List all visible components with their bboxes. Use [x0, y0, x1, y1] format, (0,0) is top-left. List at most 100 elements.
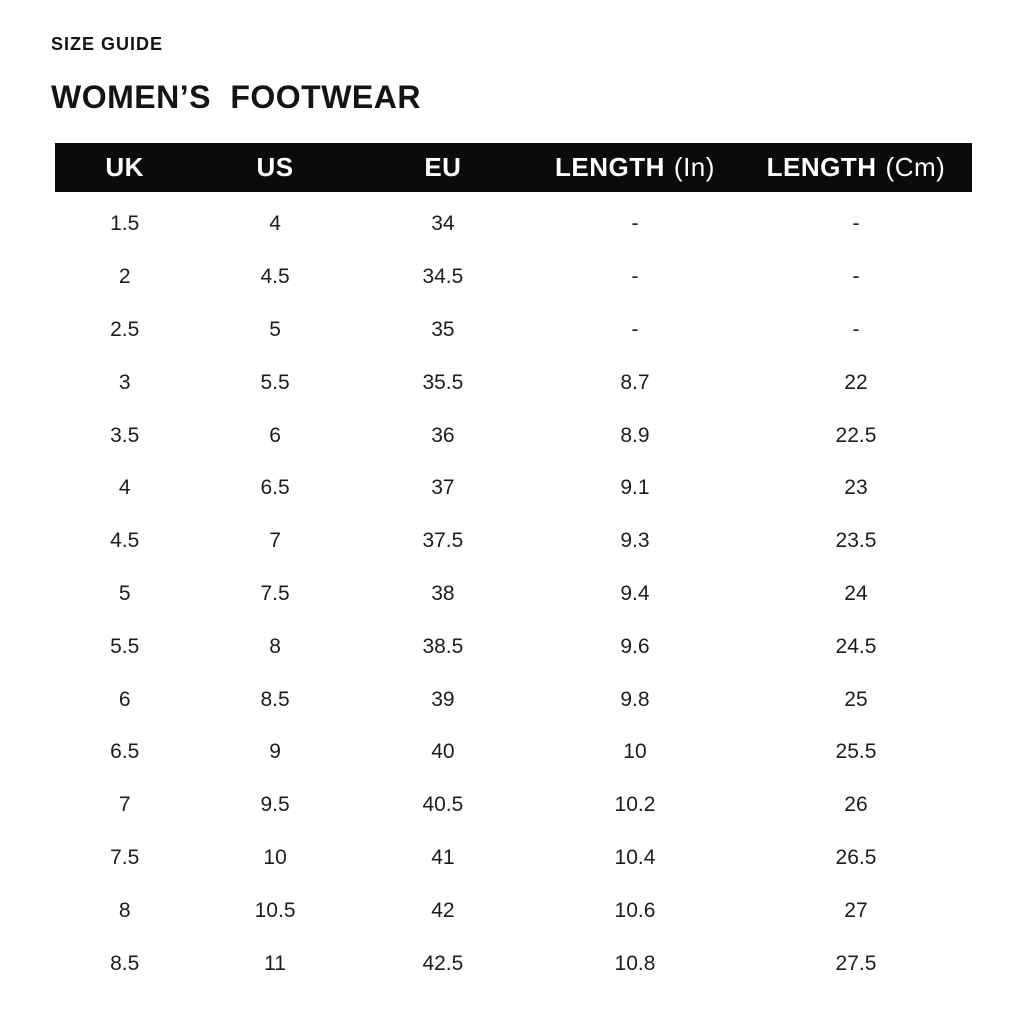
- table-cell: 5.5: [260, 370, 290, 394]
- column-header-unit: (In): [673, 152, 715, 182]
- table-cell: 2: [118, 265, 131, 289]
- table-cell: 25: [844, 687, 868, 711]
- table-cell: -: [631, 317, 639, 341]
- table-row: 6.5 9 40 10 25.5: [55, 726, 972, 779]
- table-cell: 35: [431, 317, 455, 341]
- table-cell: 9.1: [620, 476, 650, 500]
- table-cell: 27.5: [835, 951, 877, 975]
- table-cell: 26.5: [835, 845, 877, 869]
- table-row: 1.5 4 34 - -: [55, 198, 972, 251]
- column-header-label: US: [256, 152, 294, 182]
- table-cell: 36: [431, 423, 455, 447]
- table-body: 1.5 4 34- -2 4.5 34.5- -2.5 5 35- -3 5.5 35.5 8.7 22 3…: [55, 192, 972, 990]
- table-cell: 6.5: [260, 476, 290, 500]
- table-cell: 24.5: [835, 634, 877, 658]
- table-row: 8 10.5 42 10.6 27: [55, 884, 972, 937]
- table-cell: -: [631, 265, 639, 289]
- table-cell: 10.5: [254, 898, 296, 922]
- table-cell: 10: [263, 845, 287, 869]
- table-cell: 7.5: [110, 845, 140, 869]
- table-cell: 23.5: [835, 529, 877, 553]
- table-row: 7 9.5 40.5 10.2 26: [55, 779, 972, 832]
- table-row: 3 5.5 35.5 8.7 22: [55, 356, 972, 409]
- table-cell: 3: [118, 370, 131, 394]
- table-cell: 11: [264, 951, 286, 975]
- table-row: 5 7.5 38 9.4 24: [55, 568, 972, 621]
- table-cell: 41: [431, 845, 455, 869]
- table-cell: 9: [269, 740, 281, 764]
- table-cell: 5.5: [110, 634, 140, 658]
- table-cell: 42: [431, 898, 455, 922]
- table-cell: 4: [118, 476, 131, 500]
- table-header-row: UK US EU LENGTH (In) LENGTH (Cm): [55, 143, 972, 192]
- table-row: 7.5 10 41 10.4 26.5: [55, 832, 972, 885]
- table-cell: 1.5: [110, 212, 140, 236]
- table-cell: 22.5: [835, 423, 877, 447]
- table-row: 5.5 8 38.5 9.6 24.5: [55, 620, 972, 673]
- table-cell: 27: [844, 898, 868, 922]
- column-header-length-in: LENGTH (In): [530, 152, 740, 183]
- column-header-unit: (Cm): [885, 152, 946, 182]
- table-cell: 10: [623, 740, 647, 764]
- table-cell: 8.5: [110, 951, 140, 975]
- table-cell: 35.5: [422, 370, 464, 394]
- table-cell: 24: [844, 581, 868, 605]
- table-cell: 38: [431, 581, 455, 605]
- table-cell: 3.5: [110, 423, 140, 447]
- table-cell: 8: [118, 898, 131, 922]
- table-cell: 9.8: [620, 687, 650, 711]
- column-header-label: EU: [424, 152, 462, 182]
- table-row: 4.5 7 37.5 9.3 23.5: [55, 515, 972, 568]
- table-cell: 10.8: [614, 951, 656, 975]
- table-cell: 40.5: [422, 793, 464, 817]
- table-cell: 23: [844, 476, 868, 500]
- table-cell: -: [852, 265, 860, 289]
- table-cell: -: [852, 317, 860, 341]
- table-cell: 8.5: [260, 687, 290, 711]
- table-cell: 7: [269, 529, 281, 553]
- table-row: 2 4.5 34.5 - -: [55, 251, 972, 304]
- table-cell: 10.6: [614, 898, 656, 922]
- table-cell: 6: [118, 687, 131, 711]
- table-cell: 37.5: [422, 529, 464, 553]
- table-cell: 7.5: [260, 581, 290, 605]
- table-cell: 9.6: [620, 634, 650, 658]
- size-guide-label: SIZE GUIDE: [51, 34, 164, 54]
- table-cell: 37: [431, 476, 455, 500]
- table-cell: 34.5: [422, 265, 464, 289]
- table-cell: 4: [269, 212, 281, 236]
- column-header-label: LENGTH: [766, 152, 877, 182]
- table-cell: 8.7: [620, 370, 650, 394]
- table-row: 3.5 6 36 8.9 22.5: [55, 409, 972, 462]
- table-cell: 39: [431, 687, 455, 711]
- table-cell: 26: [844, 793, 868, 817]
- table-cell: 22: [844, 370, 868, 394]
- table-row: 8.5 11 42.5 10.8 27.5: [55, 937, 972, 990]
- column-header-uk: UK: [55, 152, 194, 183]
- table-row: 6 8.5 39 9.8 25: [55, 673, 972, 726]
- table-cell: 34: [431, 212, 455, 236]
- column-header-label: LENGTH: [555, 152, 665, 182]
- table-cell: 38.5: [422, 634, 464, 658]
- table-cell: 9.5: [260, 793, 290, 817]
- table-cell: 7: [118, 793, 131, 817]
- table-row: 2.5 5 35 - -: [55, 304, 972, 357]
- table-cell: 4.5: [260, 265, 290, 289]
- table-cell: 8: [269, 634, 281, 658]
- table-cell: 6.5: [110, 740, 140, 764]
- table-cell: 5: [269, 317, 281, 341]
- table-cell: 4.5: [110, 529, 140, 553]
- column-header-us: US: [194, 152, 355, 183]
- table-cell: 9.4: [620, 581, 650, 605]
- table-cell: 10.4: [614, 845, 656, 869]
- column-header-length-cm: LENGTH (Cm): [740, 152, 972, 183]
- table-cell: 8.9: [620, 423, 650, 447]
- table-cell: 40: [431, 740, 455, 764]
- table-cell: 6: [269, 423, 281, 447]
- page-title: WOMEN’S FOOTWEAR: [51, 79, 421, 115]
- table-cell: 9.3: [620, 529, 650, 553]
- table-cell: 5: [118, 581, 131, 605]
- table-cell: -: [852, 212, 860, 236]
- table-cell: 2.5: [110, 317, 140, 341]
